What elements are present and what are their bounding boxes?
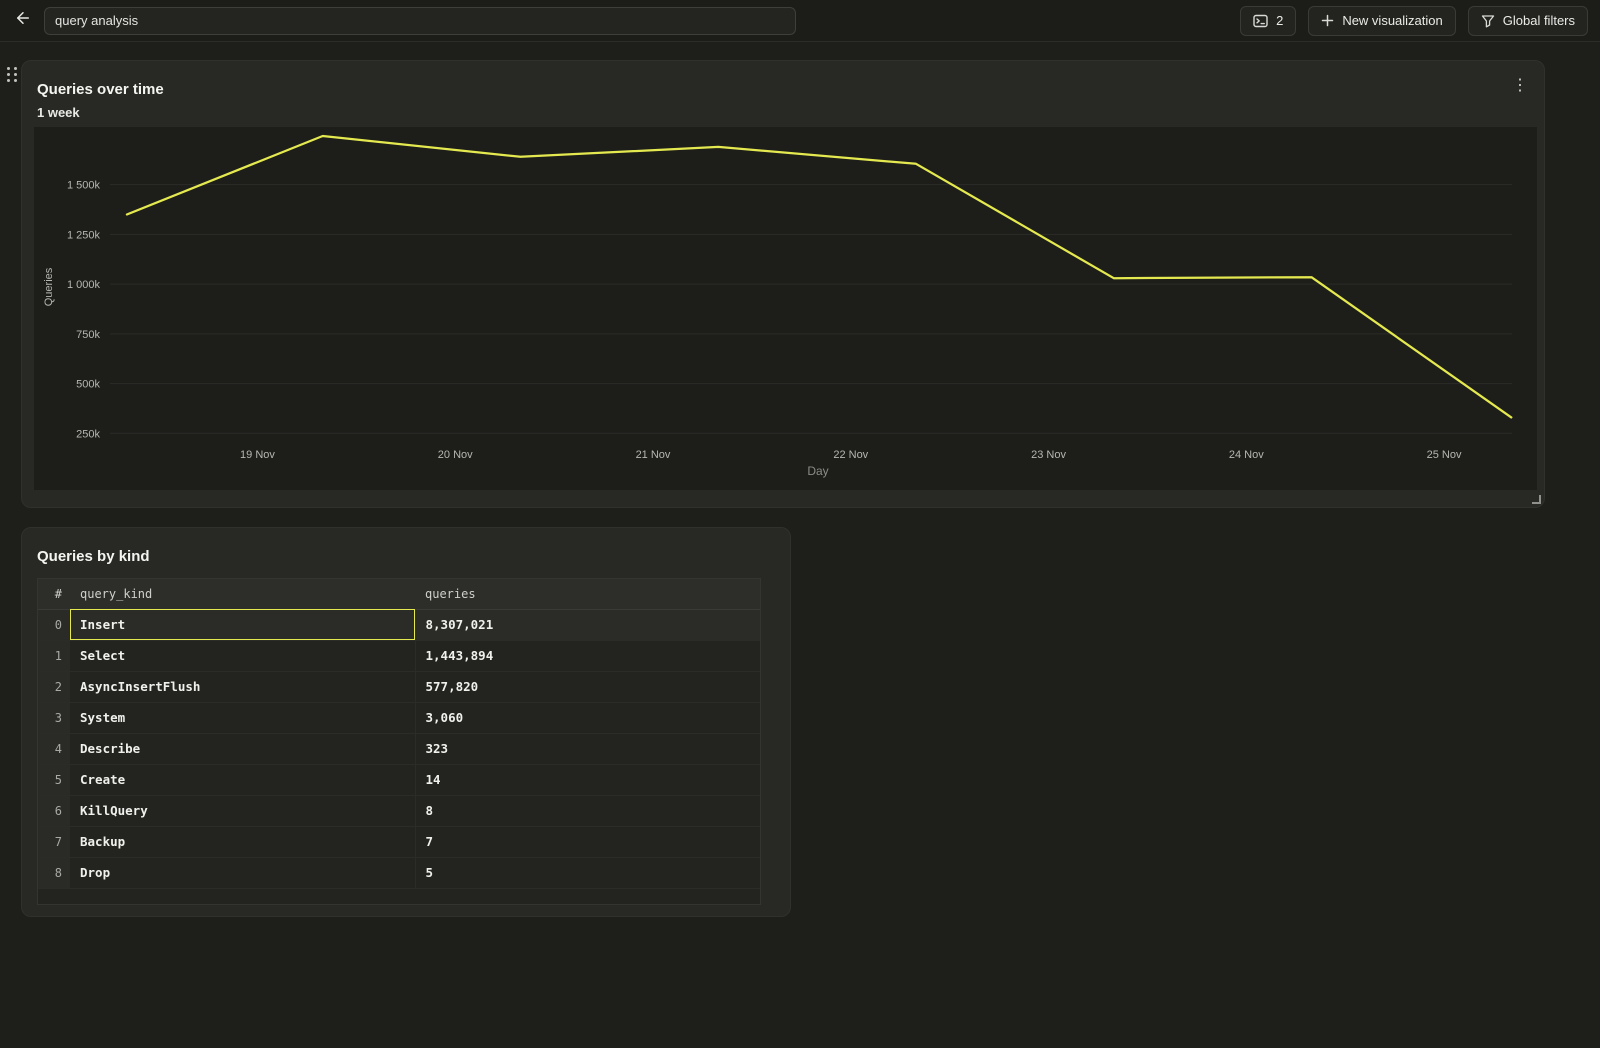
table-row: 0 Insert 8,307,021	[38, 609, 760, 640]
query-kind-cell[interactable]: Insert	[70, 609, 416, 640]
plus-icon	[1321, 14, 1334, 27]
column-header-index: #	[38, 579, 70, 610]
kebab-vertical-icon[interactable]: ⋮	[1512, 77, 1528, 94]
query-kind-cell[interactable]: Backup	[70, 825, 416, 857]
new-visualization-label: New visualization	[1342, 13, 1443, 28]
x-tick-label: 25 Nov	[1427, 449, 1462, 461]
queries-cell[interactable]: 8,307,021	[425, 617, 494, 632]
topbar: 2 New visualization Global filters	[0, 0, 1600, 42]
row-index-cell: 6	[38, 794, 70, 826]
query-kind-cell[interactable]: AsyncInsertFlush	[70, 670, 416, 702]
queries-cell[interactable]: 14	[415, 763, 760, 795]
y-tick-label: 1 250k	[67, 229, 101, 241]
column-header-queries: queries	[415, 579, 760, 610]
row-index-cell: 2	[38, 670, 70, 702]
arrow-left-icon	[14, 9, 32, 32]
queries-by-kind-table: # query_kind queries 0 Insert 8,307,021 1 Se…	[37, 578, 761, 905]
console-count-button[interactable]: 2	[1240, 5, 1297, 36]
queries-cell[interactable]: 323	[415, 732, 760, 764]
y-tick-label: 1 500k	[67, 180, 101, 192]
chart-card-title: Queries over time	[37, 81, 164, 98]
global-filters-button[interactable]: Global filters	[1467, 5, 1588, 36]
topbar-actions: 2 New visualization Global filters	[1240, 5, 1588, 36]
table-row: 5 Create 14	[38, 763, 760, 795]
console-count: 2	[1276, 13, 1284, 28]
query-kind-cell[interactable]: Describe	[70, 732, 416, 764]
row-index-cell: 7	[38, 825, 70, 857]
row-index-cell: 8	[38, 856, 70, 889]
x-tick-label: 21 Nov	[636, 449, 671, 461]
new-visualization-button[interactable]: New visualization	[1308, 5, 1456, 36]
sql-console-icon	[1253, 14, 1268, 28]
queries-over-time-card: Queries over time 1 week ⋮ 1 500k 1 250k 1…	[21, 60, 1545, 508]
dashboard-title-input[interactable]	[44, 6, 796, 35]
row-index-cell: 0	[38, 609, 70, 640]
query-kind-cell[interactable]: Select	[70, 639, 416, 671]
table-row: 1 Select 1,443,894	[38, 639, 760, 671]
global-filters-label: Global filters	[1502, 13, 1575, 28]
query-kind-cell[interactable]: KillQuery	[70, 794, 416, 826]
x-tick-label: 23 Nov	[1031, 449, 1066, 461]
row-index-cell: 1	[38, 639, 70, 671]
queries-cell[interactable]: 3,060	[415, 701, 760, 733]
row-index-cell: 5	[38, 763, 70, 795]
queries-cell[interactable]: 1,443,894	[415, 639, 760, 671]
column-header-query-kind: query_kind	[70, 579, 415, 610]
query-kind-cell[interactable]: Drop	[70, 856, 416, 889]
drag-handle-dots-icon[interactable]	[7, 67, 19, 83]
table-row: 4 Describe 323	[38, 732, 760, 764]
x-tick-label: 22 Nov	[833, 449, 868, 461]
table-row: 7 Backup 7	[38, 825, 760, 857]
table-row: 8 Drop 5	[38, 856, 760, 889]
row-index-cell: 3	[38, 701, 70, 733]
queries-cell[interactable]: 577,820	[415, 670, 760, 702]
table-card-title: Queries by kind	[37, 548, 150, 565]
queries-over-time-plot[interactable]: 1 500k 1 250k 1 000k 750k 500k 250k 19 Nov 20 N…	[34, 127, 1537, 490]
queries-cell[interactable]: 5	[415, 856, 760, 889]
table-row: 2 AsyncInsertFlush 577,820	[38, 670, 760, 702]
queries-table-body: 0 Insert 8,307,021 1 Select 1,443,894 2 AsyncIn…	[38, 609, 760, 889]
table-row: 3 System 3,060	[38, 701, 760, 733]
queries-chart-svg: 1 500k 1 250k 1 000k 750k 500k 250k 19 Nov 20 N…	[43, 134, 1513, 478]
x-tick-label: 20 Nov	[438, 449, 473, 461]
y-tick-label: 1 000k	[67, 279, 101, 291]
x-tick-label: 24 Nov	[1229, 449, 1264, 461]
row-index-cell: 4	[38, 732, 70, 764]
queries-cell[interactable]: 7	[415, 825, 760, 857]
table-row: 6 KillQuery 8	[38, 794, 760, 826]
query-kind-cell[interactable]: Create	[70, 763, 416, 795]
y-tick-label: 500k	[76, 379, 100, 391]
y-tick-label: 250k	[76, 428, 100, 440]
x-axis-title: Day	[807, 464, 828, 478]
y-axis-title: Queries	[43, 267, 55, 306]
funnel-icon	[1481, 14, 1495, 28]
query-kind-cell[interactable]: System	[70, 701, 416, 733]
chart-line-queries	[125, 134, 1513, 419]
y-tick-label: 750k	[76, 329, 100, 341]
table-header-row: # query_kind queries	[38, 579, 760, 610]
back-button[interactable]	[10, 8, 36, 34]
x-tick-label: 19 Nov	[240, 449, 275, 461]
chart-card-subtitle: 1 week	[37, 105, 80, 120]
queries-by-kind-card: Queries by kind # query_kind queries 0 In…	[21, 527, 791, 917]
queries-cell[interactable]: 8	[415, 794, 760, 826]
resize-corner-icon[interactable]	[1532, 495, 1541, 504]
